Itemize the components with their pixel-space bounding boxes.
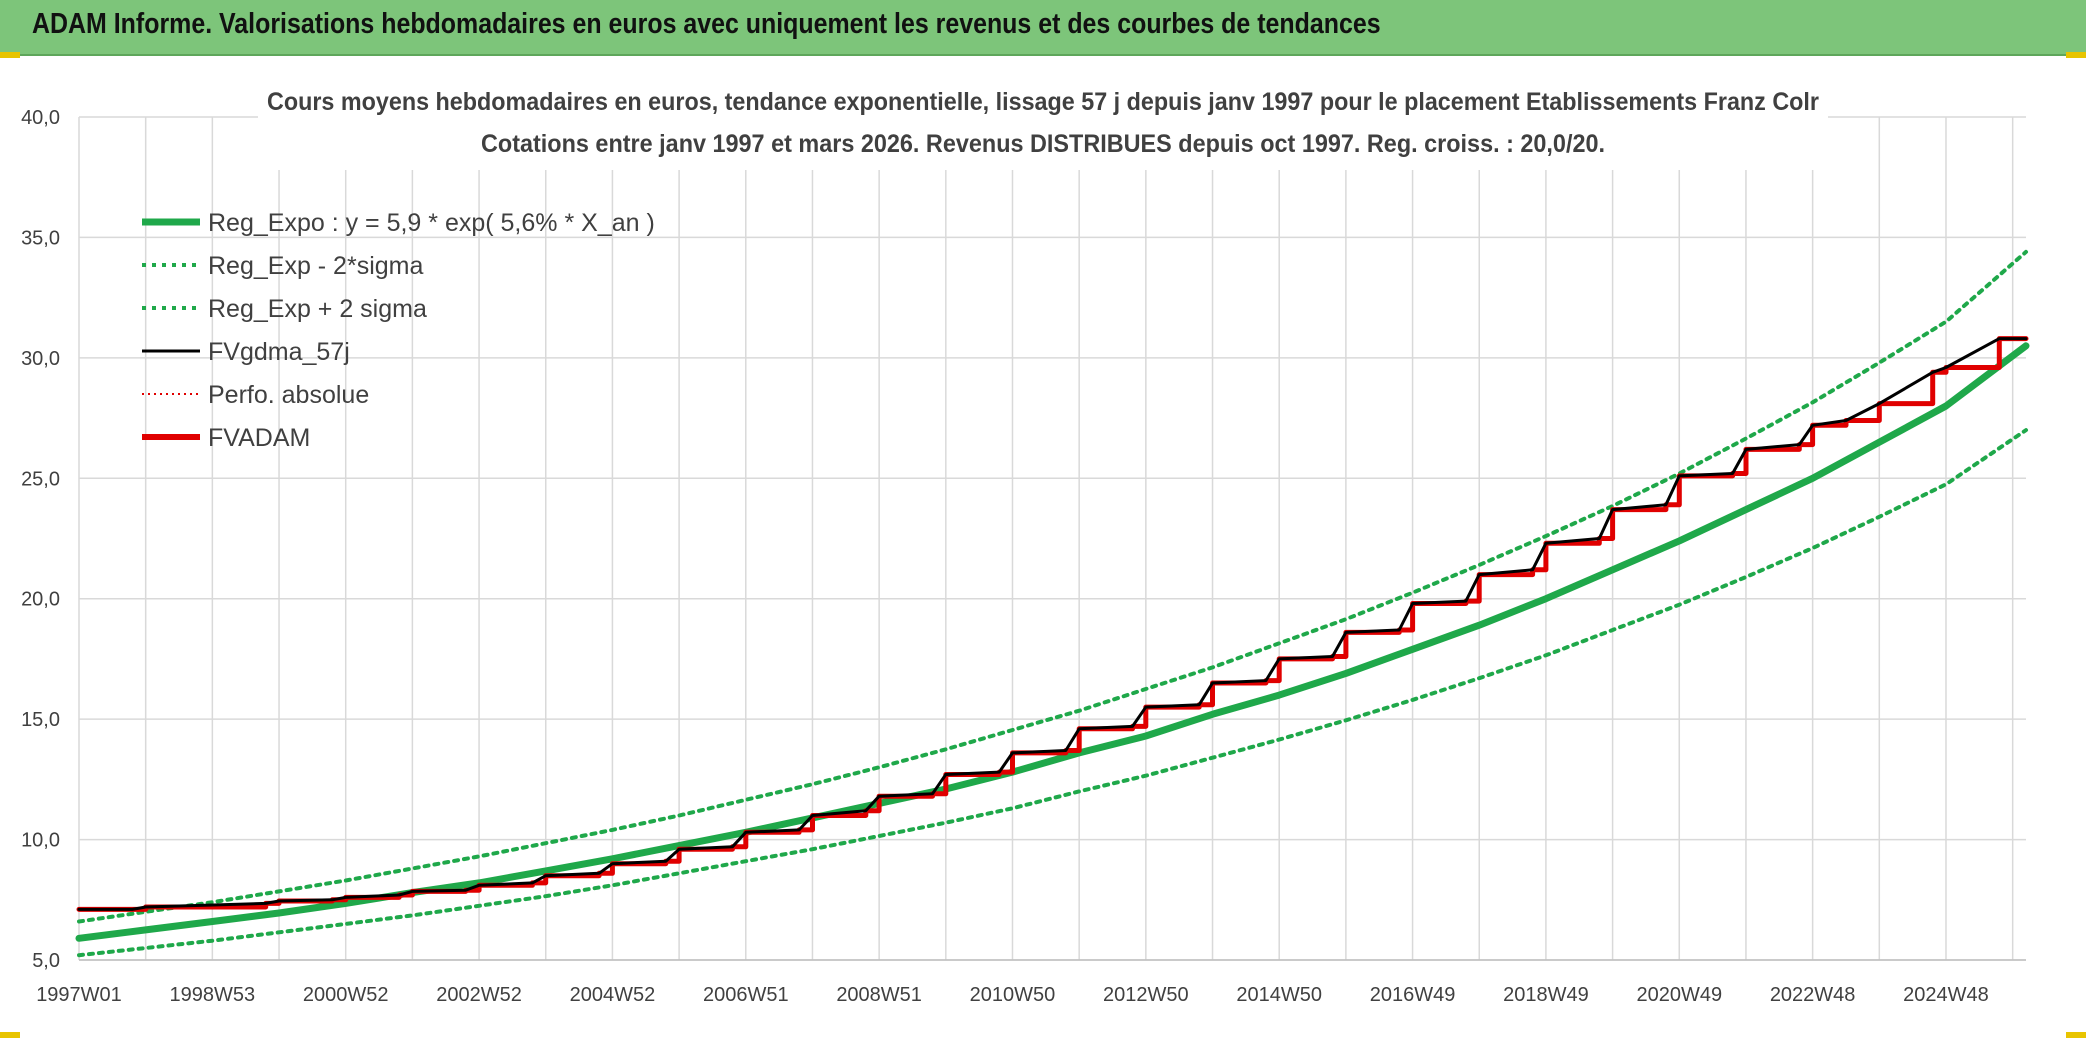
corner-mark-bottom-left	[0, 1032, 20, 1038]
y-tick-label: 5,0	[32, 950, 60, 972]
title-background	[258, 92, 1828, 170]
y-tick-label: 35,0	[21, 227, 60, 249]
legend: Reg_Expo : y = 5,9 * exp( 5,6% * X_an ) R…	[142, 209, 655, 452]
corner-mark-left	[0, 52, 20, 58]
series-line-3	[77, 337, 2028, 911]
chart-title: Cours moyens hebdomadaires en euros, ten…	[267, 88, 1819, 116]
header-bar: ADAM Informe. Valorisations hebdomadaire…	[0, 0, 2086, 56]
y-tick-label: 25,0	[21, 468, 60, 490]
x-tick-label: 2014W50	[1236, 984, 1322, 1006]
legend-label-3: FVgdma_57j	[208, 338, 350, 366]
y-tick-label: 40,0	[21, 107, 60, 129]
x-tick-label: 2010W50	[970, 984, 1056, 1006]
x-tick-label: 2000W52	[303, 984, 389, 1006]
x-axis-ticks: 1997W01 1998W53 2000W52 2002W52 2004W52 2006W…	[36, 984, 1989, 1006]
corner-mark-bottom-right	[2066, 1032, 2086, 1038]
y-tick-label: 20,0	[21, 589, 60, 611]
x-tick-label: 2004W52	[570, 984, 656, 1006]
series-line-4	[78, 337, 2027, 911]
series-line-2	[77, 249, 2028, 924]
legend-label-4: Perfo. absolue	[208, 381, 369, 409]
x-tick-label: 1998W53	[170, 984, 256, 1006]
chart-subtitle: Cotations entre janv 1997 et mars 2026. …	[481, 130, 1605, 158]
corner-mark-right	[2066, 52, 2086, 58]
y-tick-label: 30,0	[21, 348, 60, 370]
series-line-1	[77, 428, 2028, 958]
series-line-5	[76, 336, 2029, 912]
legend-label-1: Reg_Exp - 2*sigma	[208, 252, 423, 280]
x-tick-label: 2022W48	[1770, 984, 1856, 1006]
y-tick-label: 15,0	[21, 709, 60, 731]
header-title: ADAM Informe. Valorisations hebdomadaire…	[32, 8, 1381, 40]
y-axis-ticks: 5,0 10,0 15,0 20,0 25,0 30,0 35,0 40,0	[21, 107, 60, 972]
grid	[78, 116, 2026, 961]
x-tick-label: 2016W49	[1370, 984, 1456, 1006]
legend-label-5: FVADAM	[208, 424, 310, 452]
legend-label-2: Reg_Exp + 2 sigma	[208, 295, 427, 323]
x-tick-label: 2020W49	[1636, 984, 1722, 1006]
series-line-0	[75, 342, 2030, 942]
x-tick-label: 2024W48	[1903, 984, 1989, 1006]
x-tick-label: 2006W51	[703, 984, 789, 1006]
x-tick-label: 2008W51	[836, 984, 922, 1006]
x-tick-label: 2018W49	[1503, 984, 1589, 1006]
x-tick-label: 1997W01	[36, 984, 122, 1006]
x-tick-label: 2002W52	[436, 984, 522, 1006]
x-tick-label: 2012W50	[1103, 984, 1189, 1006]
legend-label-0: Reg_Expo : y = 5,9 * exp( 5,6% * X_an )	[208, 209, 655, 237]
series-lines	[75, 249, 2030, 958]
y-tick-label: 10,0	[21, 830, 60, 852]
